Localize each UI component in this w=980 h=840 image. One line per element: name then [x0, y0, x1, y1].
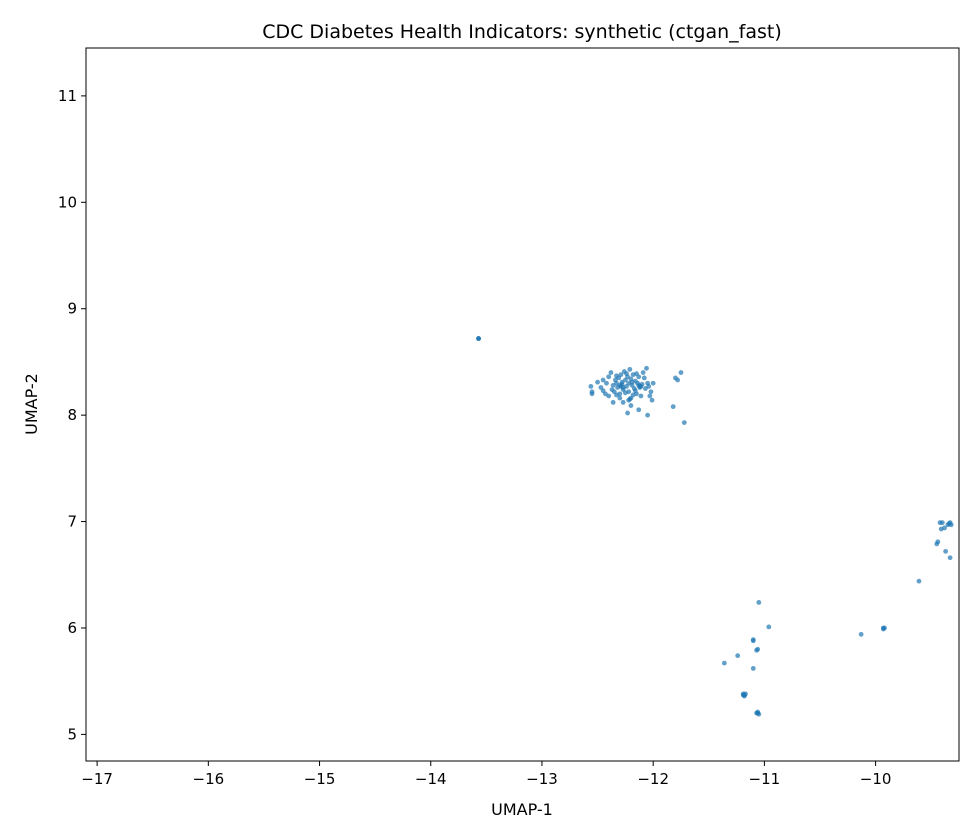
data-point [476, 336, 481, 341]
data-point [740, 692, 746, 698]
data-point [625, 410, 630, 416]
x-axis-label: UMAP-1 [491, 800, 553, 819]
x-tick-label: −14 [415, 770, 447, 788]
data-point [939, 520, 945, 526]
data-point [649, 397, 655, 403]
data-point [624, 371, 629, 377]
y-tick-label: 6 [67, 619, 77, 637]
data-point [943, 548, 949, 554]
y-tick-label: 10 [58, 193, 77, 211]
data-point [675, 377, 681, 383]
y-tick-label: 5 [67, 725, 77, 743]
plot-frame [85, 47, 960, 762]
data-point [947, 520, 953, 526]
data-point [755, 646, 761, 652]
data-point [629, 379, 635, 385]
data-point [638, 393, 644, 399]
data-point [645, 412, 651, 418]
data-point [620, 385, 626, 390]
data-point [608, 370, 614, 375]
data-point [934, 541, 940, 547]
data-point [636, 407, 642, 413]
data-point [670, 404, 676, 410]
data-point [735, 653, 741, 659]
data-point [618, 372, 624, 378]
data-point [756, 600, 762, 605]
data-point [766, 624, 772, 630]
data-point [600, 377, 606, 383]
data-point [589, 391, 595, 397]
data-point [880, 625, 886, 631]
data-point [750, 666, 756, 671]
x-tick-label: −17 [81, 770, 113, 788]
y-tick-label: 8 [67, 406, 77, 424]
data-point [938, 526, 944, 532]
x-tick-label: −16 [193, 770, 225, 788]
y-axis-label: UMAP-2 [22, 373, 41, 435]
data-point [614, 373, 619, 379]
data-point [640, 370, 646, 375]
x-tick-label: −12 [637, 770, 669, 788]
data-point [620, 399, 626, 405]
y-tick-label: 7 [67, 513, 77, 531]
data-point [595, 379, 600, 385]
data-point [628, 403, 634, 408]
x-tick-label: −15 [304, 770, 336, 788]
data-point [634, 371, 639, 377]
data-point [610, 399, 616, 405]
x-tick-label: −10 [860, 770, 892, 788]
data-point [641, 375, 647, 381]
data-point [858, 631, 864, 637]
data-point [648, 389, 654, 395]
data-point [947, 555, 953, 561]
data-point [614, 392, 619, 398]
data-point [627, 366, 633, 372]
data-point [647, 393, 653, 399]
data-point [617, 395, 623, 401]
y-tick-label: 9 [67, 300, 77, 318]
chart-title: CDC Diabetes Health Indicators: syntheti… [262, 21, 782, 43]
data-point [750, 638, 756, 644]
data-point [755, 709, 761, 715]
data-point [644, 365, 649, 371]
data-point [678, 370, 684, 375]
data-point [650, 380, 656, 386]
data-point [681, 420, 687, 425]
y-tick-label: 11 [58, 87, 77, 105]
data-point [638, 384, 644, 389]
data-point [604, 380, 609, 386]
data-point [916, 578, 922, 584]
data-point [646, 384, 652, 389]
x-tick-label: −13 [526, 770, 558, 788]
data-point [721, 660, 727, 666]
data-point [632, 388, 638, 394]
axis-ticks: −17 −16 −15 −14 −13 −12 −11 −10 5 6 7 8 9 10 11 [58, 87, 892, 788]
data-point [630, 392, 636, 398]
data-points [476, 336, 954, 717]
data-point [609, 387, 615, 392]
data-point [622, 390, 628, 396]
data-point [588, 384, 594, 389]
data-point [600, 388, 606, 394]
x-tick-label: −11 [749, 770, 781, 788]
data-point [606, 374, 612, 380]
